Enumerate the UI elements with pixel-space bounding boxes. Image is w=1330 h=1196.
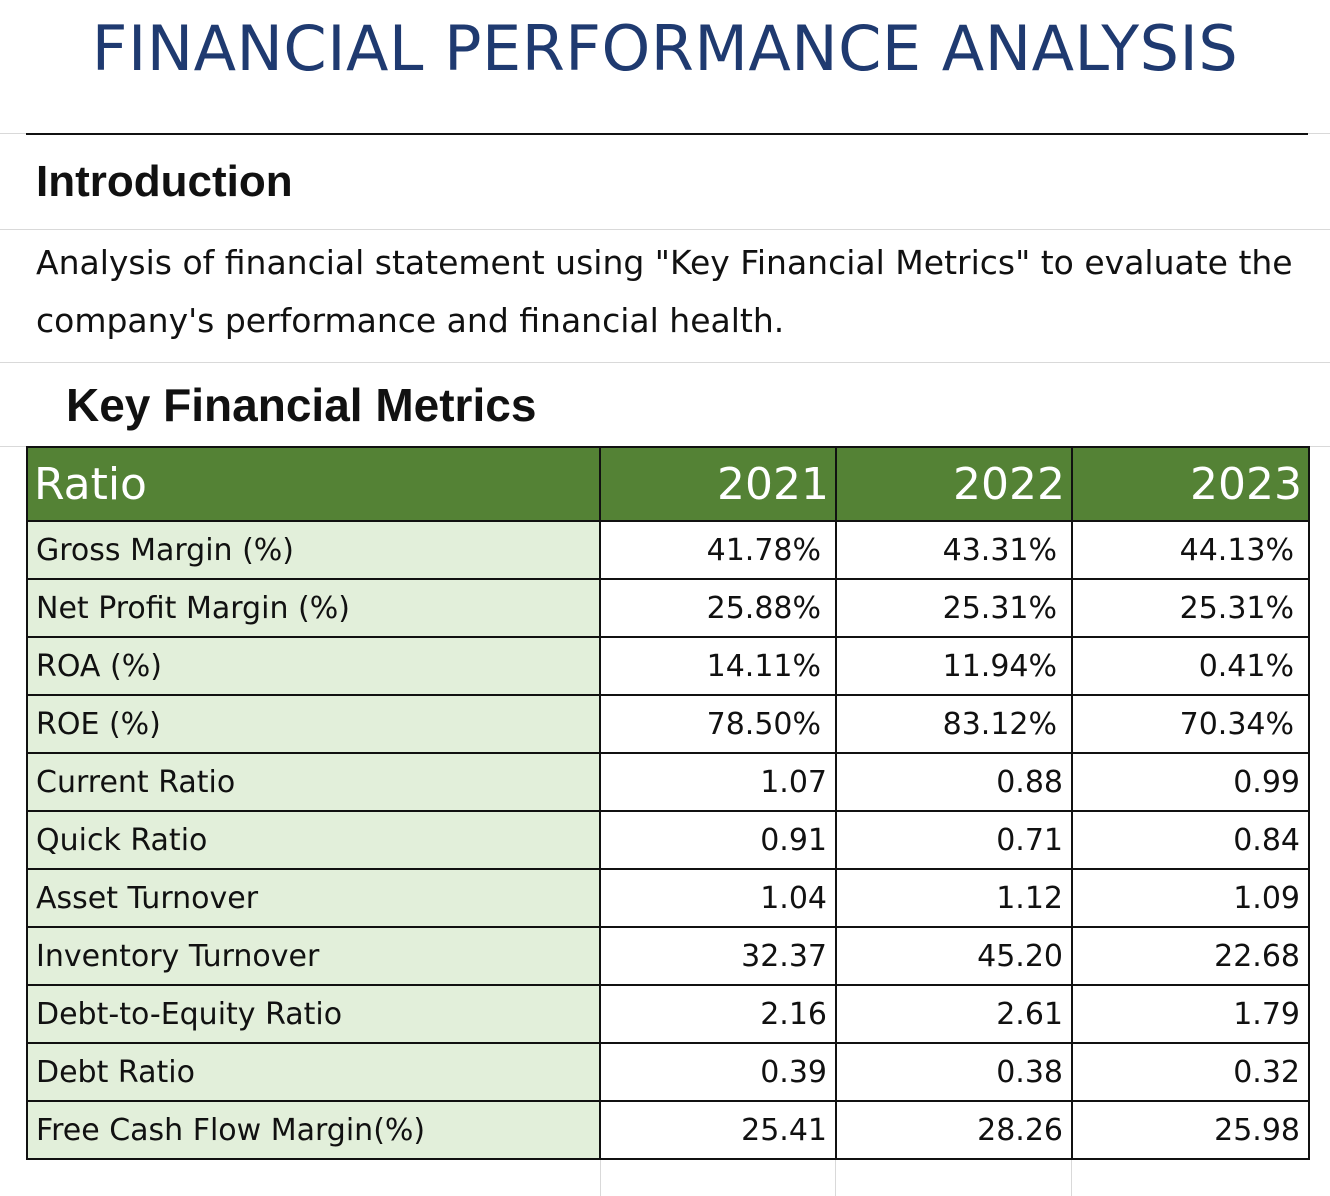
- metric-value-2022: 0.38: [835, 1042, 1073, 1102]
- metric-label: Quick Ratio: [26, 810, 601, 870]
- metric-value-2022: 0.88: [835, 752, 1073, 812]
- metric-value-2022: 0.71: [835, 810, 1073, 870]
- metric-value-2021: 2.16: [599, 984, 837, 1044]
- metric-value-2021: 1.04: [599, 868, 837, 928]
- table-row: Asset Turnover 1.04 1.12 1.09: [26, 868, 1310, 928]
- metric-value-2022: 28.26: [835, 1100, 1073, 1160]
- metric-value-2023: 0.84: [1071, 810, 1310, 870]
- header-year-2023: 2023: [1071, 446, 1310, 522]
- metric-value-2021: 0.91: [599, 810, 837, 870]
- metrics-table: Ratio 2021 2022 2023 Gross Margin (%) 41.…: [26, 446, 1310, 1160]
- metric-value-2023: 1.09: [1071, 868, 1310, 928]
- metric-label: ROA (%): [26, 636, 601, 696]
- table-row: ROA (%) 14.11% 11.94% 0.41%: [26, 636, 1310, 696]
- header-year-2022: 2022: [835, 446, 1073, 522]
- metric-value-2023: 22.68: [1071, 926, 1310, 986]
- table-row: Free Cash Flow Margin(%) 25.41 28.26 25.98: [26, 1100, 1310, 1160]
- metric-label: Debt Ratio: [26, 1042, 601, 1102]
- metric-label: ROE (%): [26, 694, 601, 754]
- metrics-heading: Key Financial Metrics: [66, 379, 537, 431]
- metric-label: Inventory Turnover: [26, 926, 601, 986]
- table-row: Gross Margin (%) 41.78% 43.31% 44.13%: [26, 520, 1310, 580]
- metric-label: Gross Margin (%): [26, 520, 601, 580]
- metric-value-2023: 1.79: [1071, 984, 1310, 1044]
- header-ratio: Ratio: [26, 446, 601, 522]
- table-row: Inventory Turnover 32.37 45.20 22.68: [26, 926, 1310, 986]
- grid-line: [835, 1160, 836, 1196]
- title-divider: [26, 133, 1308, 135]
- metric-value-2021: 1.07: [599, 752, 837, 812]
- metric-value-2023: 0.32: [1071, 1042, 1310, 1102]
- introduction-heading: Introduction: [36, 157, 293, 206]
- metric-value-2021: 25.41: [599, 1100, 837, 1160]
- metric-label: Debt-to-Equity Ratio: [26, 984, 601, 1044]
- metric-value-2022: 11.94%: [835, 636, 1073, 696]
- metric-value-2022: 2.61: [835, 984, 1073, 1044]
- metric-value-2022: 25.31%: [835, 578, 1073, 638]
- metric-value-2023: 25.31%: [1071, 578, 1310, 638]
- grid-line: [600, 1160, 601, 1196]
- metric-label: Net Profit Margin (%): [26, 578, 601, 638]
- metric-value-2022: 1.12: [835, 868, 1073, 928]
- table-row: Net Profit Margin (%) 25.88% 25.31% 25.31%: [26, 578, 1310, 638]
- introduction-body: Analysis of financial statement using "K…: [36, 243, 1293, 340]
- metric-value-2023: 0.99: [1071, 752, 1310, 812]
- metric-value-2023: 44.13%: [1071, 520, 1310, 580]
- table-header-row: Ratio 2021 2022 2023: [26, 446, 1310, 522]
- table-row: Current Ratio 1.07 0.88 0.99: [26, 752, 1310, 812]
- metric-value-2021: 14.11%: [599, 636, 837, 696]
- metric-value-2021: 25.88%: [599, 578, 837, 638]
- table-row: Quick Ratio 0.91 0.71 0.84: [26, 810, 1310, 870]
- grid-line: [0, 362, 1330, 363]
- metrics-table-body: Gross Margin (%) 41.78% 43.31% 44.13% Net Pr…: [26, 520, 1310, 1160]
- metric-value-2021: 78.50%: [599, 694, 837, 754]
- metric-value-2023: 25.98: [1071, 1100, 1310, 1160]
- metric-value-2021: 32.37: [599, 926, 837, 986]
- header-year-2021: 2021: [599, 446, 837, 522]
- table-row: ROE (%) 78.50% 83.12% 70.34%: [26, 694, 1310, 754]
- grid-line: [0, 229, 1330, 230]
- metric-value-2021: 0.39: [599, 1042, 837, 1102]
- grid-line: [1071, 1160, 1072, 1196]
- table-row: Debt-to-Equity Ratio 2.16 2.61 1.79: [26, 984, 1310, 1044]
- metric-value-2021: 41.78%: [599, 520, 837, 580]
- metric-value-2022: 43.31%: [835, 520, 1073, 580]
- metric-value-2023: 70.34%: [1071, 694, 1310, 754]
- page-title: FINANCIAL PERFORMANCE ANALYSIS: [91, 12, 1239, 85]
- metric-label: Free Cash Flow Margin(%): [26, 1100, 601, 1160]
- metric-label: Current Ratio: [26, 752, 601, 812]
- table-row: Debt Ratio 0.39 0.38 0.32: [26, 1042, 1310, 1102]
- metric-value-2023: 0.41%: [1071, 636, 1310, 696]
- metric-value-2022: 45.20: [835, 926, 1073, 986]
- metric-label: Asset Turnover: [26, 868, 601, 928]
- metric-value-2022: 83.12%: [835, 694, 1073, 754]
